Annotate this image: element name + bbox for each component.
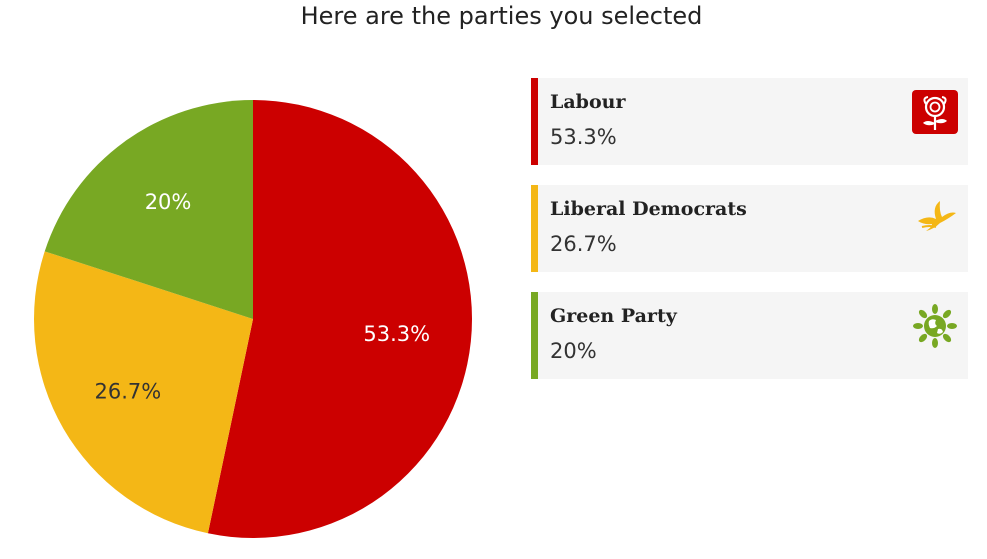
party-percentage: 20% [550,339,597,363]
party-card-libdem[interactable]: Liberal Democrats 26.7% [531,185,968,272]
pie-slice-labour [207,100,473,539]
green-globe-icon [913,304,957,348]
party-color-bar [531,292,538,379]
party-name: Labour [550,91,626,113]
libdem-bird-icon [918,201,956,231]
party-name: Green Party [550,305,677,327]
pie-slice-label: 26.7% [95,379,162,403]
party-legend: Labour 53.3% Liberal Democrats 26.7% Gre… [531,78,968,399]
pie-slice-label: 53.3% [363,322,430,346]
pie-slice-label: 20% [145,190,192,214]
pie-chart: 53.3% 26.7% 20% [34,100,473,539]
party-percentage: 26.7% [550,232,617,256]
party-color-bar [531,78,538,165]
party-name: Liberal Democrats [550,198,747,220]
pie-slice-liberal-democrats [34,251,253,534]
labour-rose-icon [912,90,958,134]
page-title: Here are the parties you selected [300,2,703,30]
party-card-green[interactable]: Green Party 20% [531,292,968,379]
pie-slice-green-party [44,100,253,319]
party-card-labour[interactable]: Labour 53.3% [531,78,968,165]
party-color-bar [531,185,538,272]
party-percentage: 53.3% [550,125,617,149]
